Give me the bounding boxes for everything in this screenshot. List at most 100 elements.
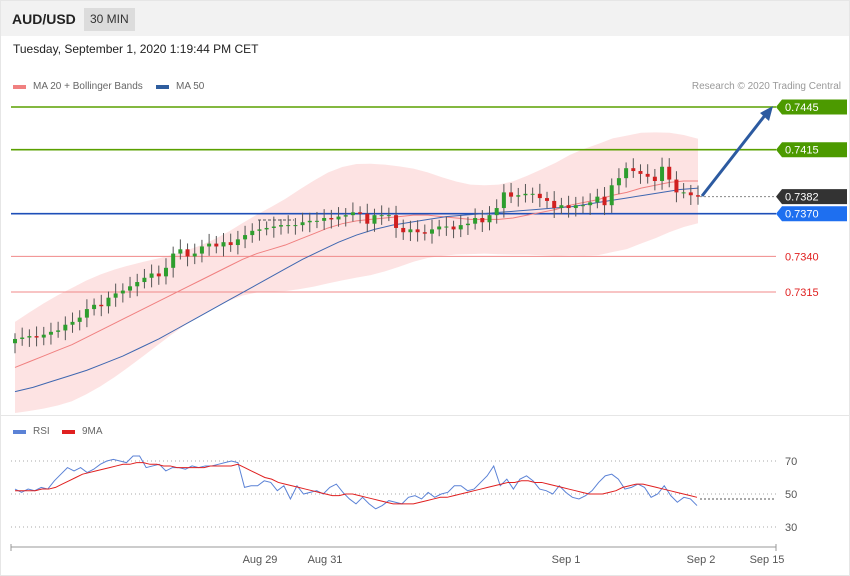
candle-down [99, 304, 104, 307]
candle-down [645, 173, 650, 177]
level-label-0.7445: 0.7445 [785, 102, 819, 114]
candle-up [163, 267, 168, 277]
legend-rsi-label: RSI [33, 426, 50, 437]
rsi-tick-50: 50 [785, 489, 797, 501]
chart-header: AUD/USD 30 MIN [1, 1, 849, 36]
candle-up [609, 185, 614, 206]
x-tick-label: Sep 15 [750, 554, 785, 566]
candle-up [530, 193, 535, 195]
candle-up [487, 215, 492, 223]
candle-up [372, 215, 377, 224]
candle-down [422, 232, 427, 234]
candle-up [350, 212, 355, 216]
candle-up [271, 226, 276, 228]
candle-down [365, 213, 370, 224]
candle-up [681, 192, 686, 194]
candle-up [70, 321, 75, 325]
candle-up [221, 242, 226, 247]
legend-ma50-label: MA 50 [176, 81, 205, 92]
candle-down [652, 176, 657, 181]
level-label-0.7340: 0.7340 [785, 251, 819, 263]
candle-down [228, 242, 233, 246]
legend-ma20-label: MA 20 + Bollinger Bands [33, 81, 143, 92]
candle-up [250, 230, 255, 236]
candle-up [293, 225, 298, 227]
legend-ma20-swatch [13, 84, 26, 89]
candle-up [624, 168, 629, 179]
level-tag-0.7370 [776, 206, 847, 222]
candle-down [185, 249, 190, 257]
candle-down [509, 192, 514, 197]
level-label-0.7415: 0.7415 [785, 145, 819, 157]
candle-down [156, 273, 161, 277]
candle-down [415, 229, 420, 233]
level-label-0.7382: 0.7382 [785, 192, 819, 204]
candle-up [336, 216, 341, 220]
candle-up [120, 290, 125, 294]
candle-down [688, 192, 693, 196]
candle-down [34, 336, 39, 338]
research-credit: Research © 2020 Trading Central [691, 81, 841, 92]
x-tick-label: Sep 2 [687, 554, 716, 566]
forecast-arrow-head [760, 106, 773, 121]
candle-up [113, 293, 118, 298]
candle-down [537, 193, 542, 199]
candle-up [516, 195, 521, 197]
bollinger-band [15, 132, 698, 413]
candle-up [588, 202, 593, 206]
candle-up [408, 229, 413, 233]
legend-ma50-swatch [156, 84, 169, 89]
candle-down [631, 168, 636, 172]
candle-up [465, 223, 470, 226]
candle-up [48, 331, 53, 335]
candle-down [214, 243, 219, 247]
candle-down [545, 198, 550, 201]
candle-up [264, 227, 269, 230]
candle-up [322, 218, 327, 221]
candle-down [667, 166, 672, 180]
legend-rsi-swatch [13, 429, 26, 434]
candle-up [494, 208, 499, 216]
level-label-0.7370: 0.7370 [785, 209, 819, 221]
candle-up [56, 330, 61, 332]
candle-down [552, 200, 557, 209]
legend-9ma-label: 9MA [82, 426, 103, 437]
candle-up [13, 338, 17, 344]
forecast-arrow-shaft [700, 113, 768, 197]
candle-up [473, 218, 478, 224]
level-tag-0.7382 [776, 189, 847, 205]
candle-up [573, 205, 578, 209]
level-label-0.7315: 0.7315 [785, 287, 819, 299]
candle-up [92, 304, 97, 310]
candle-up [444, 226, 449, 228]
candle-up [437, 226, 442, 230]
candle-up [77, 317, 82, 322]
rsi-tick-30: 30 [785, 522, 797, 534]
level-tag-0.7415 [776, 142, 847, 158]
candle-up [106, 297, 111, 307]
candle-up [616, 178, 621, 186]
candle-down [358, 212, 363, 214]
legend-9ma: 9MA [62, 426, 103, 437]
rsi-ma9-line [15, 462, 698, 505]
legend-rsi: RSI [13, 426, 50, 437]
ma50-line [14, 187, 699, 393]
candle-up [386, 215, 391, 217]
candle-up [149, 273, 154, 278]
candle-down [696, 195, 700, 197]
candle-down [401, 227, 406, 233]
candle-up [279, 225, 284, 227]
candle-down [566, 205, 571, 209]
candle-up [307, 220, 312, 223]
candle-down [451, 226, 456, 230]
candle-down [394, 215, 399, 228]
candle-up [559, 205, 564, 209]
candle-up [135, 282, 140, 287]
timeframe-badge[interactable]: 30 MIN [84, 8, 135, 31]
candle-up [580, 205, 585, 207]
candle-up [257, 229, 262, 231]
candle-up [235, 239, 240, 246]
x-tick-label: Sep 1 [552, 554, 581, 566]
candle-down [480, 218, 485, 223]
